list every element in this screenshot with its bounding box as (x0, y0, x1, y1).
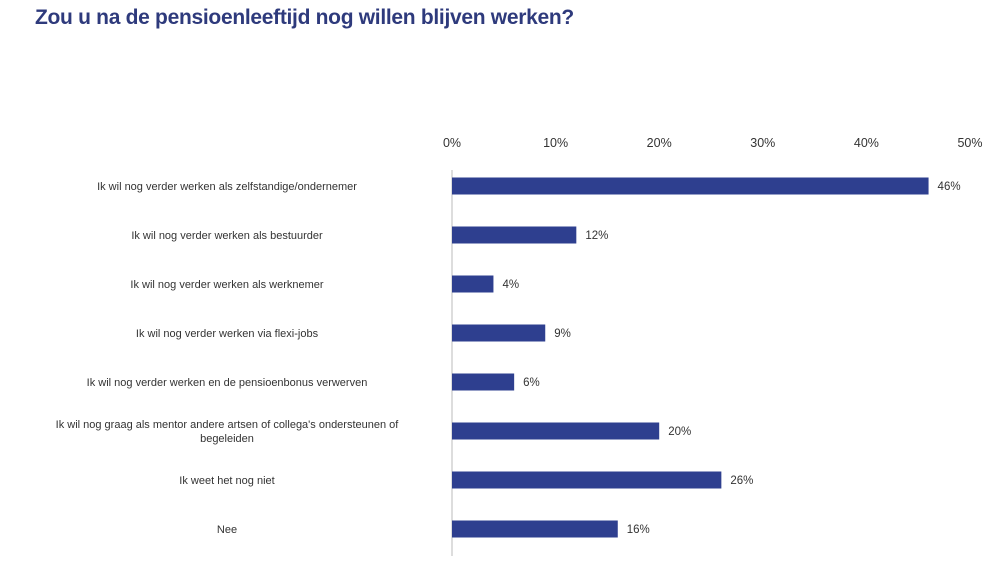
bar (452, 422, 660, 440)
category-label: Nee (217, 524, 237, 536)
bar (452, 226, 577, 244)
bar (452, 177, 929, 195)
bar (452, 324, 546, 342)
x-tick-label: 30% (750, 136, 775, 150)
data-label: 46% (938, 181, 961, 193)
category-label: Ik wil nog verder werken via flexi-jobs (136, 328, 319, 340)
x-tick-label: 20% (647, 136, 672, 150)
category-label: Ik wil nog verder werken als zelfstandig… (97, 181, 357, 193)
bar (452, 275, 494, 293)
category-label: Ik wil nog verder werken en de pensioenb… (87, 377, 368, 389)
data-label: 12% (585, 230, 608, 242)
bar (452, 471, 722, 489)
category-label: Ik wil nog verder werken als bestuurder (131, 230, 323, 242)
category-label: Ik wil nog graag als mentor andere artse… (56, 419, 400, 445)
data-label: 26% (730, 475, 753, 487)
data-label: 9% (554, 328, 571, 340)
x-tick-label: 50% (957, 136, 982, 150)
x-tick-label: 40% (854, 136, 879, 150)
x-tick-label: 0% (443, 136, 461, 150)
data-label: 16% (627, 524, 650, 536)
bar (452, 520, 618, 538)
category-label: Ik weet het nog niet (179, 475, 274, 487)
data-label: 6% (523, 377, 540, 389)
category-label: Ik wil nog verder werken als werknemer (130, 279, 324, 291)
x-tick-label: 10% (543, 136, 568, 150)
bar (452, 373, 515, 391)
data-label: 20% (668, 426, 691, 438)
chart-title: Zou u na de pensioenleeftijd nog willen … (35, 6, 574, 29)
data-label: 4% (502, 279, 519, 291)
